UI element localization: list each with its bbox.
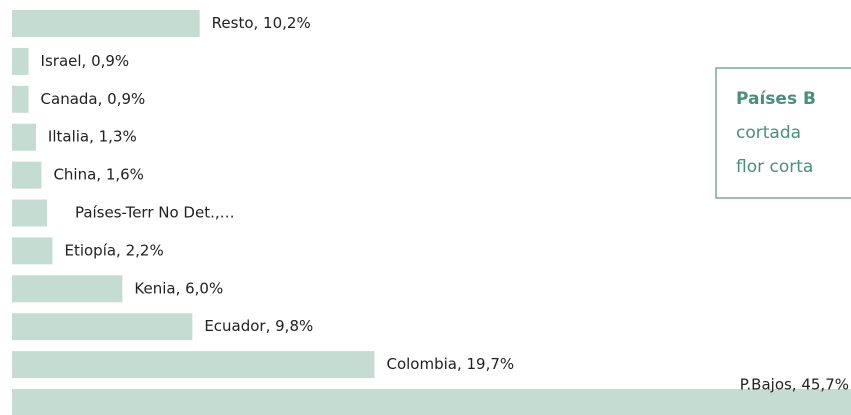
data-label: Israel, 0,9% bbox=[41, 52, 130, 70]
bar bbox=[12, 10, 200, 37]
data-label: Países-Terr No Det.,… bbox=[75, 204, 235, 222]
data-label: Kenia, 6,0% bbox=[134, 279, 223, 297]
annotation-text: cortada bbox=[736, 123, 801, 143]
data-label: Resto, 10,2% bbox=[212, 14, 311, 32]
data-label: Ecuador, 9,8% bbox=[204, 317, 313, 335]
bar bbox=[12, 123, 36, 151]
bar bbox=[12, 313, 193, 341]
bar bbox=[12, 275, 123, 303]
bar bbox=[12, 161, 42, 189]
data-label: Colombia, 19,7% bbox=[386, 355, 514, 373]
bar bbox=[12, 85, 29, 113]
data-label: Iltalia, 1,3% bbox=[48, 128, 137, 146]
bar bbox=[12, 389, 851, 415]
data-label: Canada, 0,9% bbox=[41, 90, 146, 108]
bar bbox=[12, 237, 53, 265]
data-label: China, 1,6% bbox=[53, 166, 144, 184]
bar bbox=[12, 351, 375, 379]
bar bbox=[12, 47, 29, 75]
annotation-box bbox=[715, 67, 851, 199]
annotation-text: flor corta bbox=[736, 157, 813, 177]
data-label: P.Bajos, 45,7% bbox=[740, 376, 849, 394]
annotation-text: Países B bbox=[736, 89, 816, 109]
bar bbox=[12, 199, 47, 227]
data-label: Etiopía, 2,2% bbox=[64, 241, 163, 259]
